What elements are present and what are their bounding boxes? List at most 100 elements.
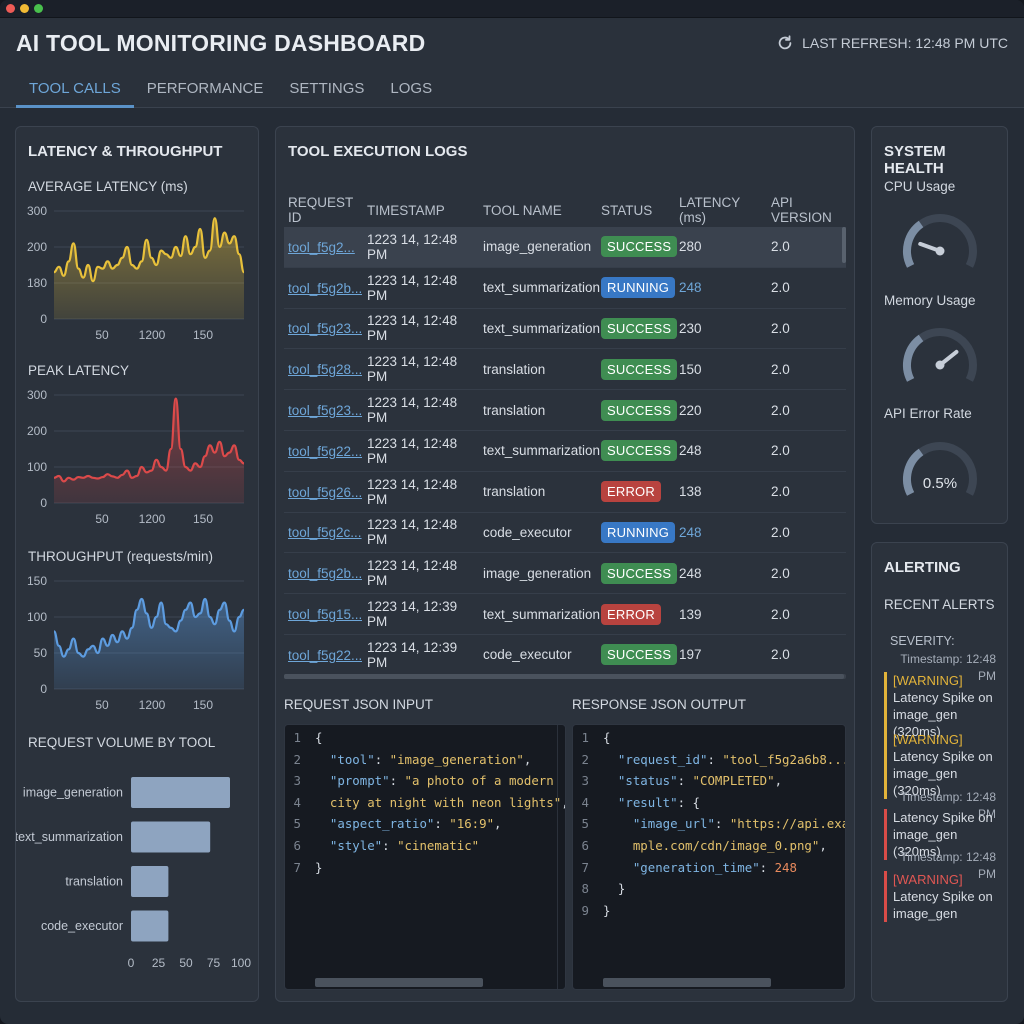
gauge-arc: [903, 334, 924, 382]
col-timestamp[interactable]: TIMESTAMP: [367, 202, 445, 218]
latency-cell: 248: [679, 443, 702, 459]
code-token: "16:9": [449, 816, 495, 832]
minimize-window-button[interactable]: [20, 4, 29, 13]
memory-usage-gauge: [903, 328, 977, 382]
tool-name-cell: translation: [483, 402, 546, 418]
close-window-button[interactable]: [6, 4, 15, 13]
y-tick-label: 0: [40, 682, 47, 696]
response-json-viewer[interactable]: 1{2 "request_id": "tool_f5g2a6b8...",3 "…: [572, 724, 846, 990]
col-latency[interactable]: LATENCY (ms): [679, 195, 741, 225]
code-line: 4 "result": {: [573, 792, 845, 814]
status-badge: ERROR: [601, 481, 661, 503]
table-row[interactable]: tool_f5g22... 1223 14, 12:39 PM code_execu…: [284, 635, 846, 676]
alert-item[interactable]: [WARNING] Latency Spike on image_gen (32…: [884, 731, 1004, 799]
table-header: REQUEST ID TIMESTAMP TOOL NAME STATUS LA…: [284, 193, 846, 227]
request-json-vscroll[interactable]: [557, 725, 565, 989]
api-version-cell: 2.0: [771, 320, 790, 336]
table-row[interactable]: tool_f5g15... 1223 14, 12:39 PM text_summa…: [284, 594, 846, 635]
table-row[interactable]: tool_f5g28... 1223 14, 12:48 PM translatio…: [284, 349, 846, 391]
table-row[interactable]: tool_f5g22... 1223 14, 12:48 PM text_summa…: [284, 431, 846, 472]
last-refresh-text: LAST REFRESH: 12:48 PM UTC: [802, 35, 1008, 51]
x-tick-label: 1200: [139, 512, 166, 526]
table-scrollbar[interactable]: [842, 227, 846, 263]
request-id-link[interactable]: tool_f5g23...: [288, 321, 363, 337]
maximize-window-button[interactable]: [34, 4, 43, 13]
alert-item[interactable]: [WARNING] Latency Spike on image_gen (32…: [884, 672, 1004, 740]
y-tick-label: 200: [27, 240, 47, 254]
request-id-link[interactable]: tool_f5g2c...: [288, 525, 362, 541]
line-number: 1: [581, 730, 589, 745]
col-tool-name[interactable]: TOOL NAME: [483, 202, 562, 218]
table-row[interactable]: tool_f5g23... 1223 14, 12:48 PM translatio…: [284, 390, 846, 431]
request-id-cell: tool_f5g22...: [284, 443, 365, 459]
col-api-version[interactable]: API VERSION: [771, 195, 832, 225]
table-row[interactable]: tool_f5g2c... 1223 14, 12:48 PM code_execu…: [284, 513, 846, 554]
request-id-link[interactable]: tool_f5g2b...: [288, 566, 363, 582]
api-version-cell: 2.0: [771, 565, 790, 581]
alert-timestamp: Timestamp: 12:48 PM: [900, 850, 996, 881]
tab-settings[interactable]: SETTINGS: [289, 80, 365, 97]
col-request-id[interactable]: REQUEST ID: [288, 195, 354, 225]
table-row[interactable]: tool_f5g2b... 1223 14, 12:48 PM image_gene…: [284, 553, 846, 595]
col-status[interactable]: STATUS: [601, 202, 653, 218]
line-number: 4: [293, 794, 301, 810]
alert-text: Latency Spike on image_gen (320ms): [893, 690, 993, 739]
x-tick-label: 150: [193, 698, 213, 712]
request-json-hscroll[interactable]: [315, 978, 483, 987]
request-id-cell: tool_f5g28...: [284, 361, 365, 377]
y-tick-label: 150: [27, 574, 47, 588]
request-id-link[interactable]: tool_f5g22...: [288, 443, 363, 459]
table-row[interactable]: tool_f5g2... 1223 14, 12:48 PM image_gener…: [284, 227, 846, 268]
request-id-link[interactable]: tool_f5g28...: [288, 362, 363, 378]
request-id-link[interactable]: tool_f5g15...: [288, 607, 363, 623]
api-version-cell: 2.0: [771, 524, 790, 540]
bar-image_generation: [131, 777, 230, 808]
table-scroll-thumb[interactable]: [284, 674, 844, 679]
app-header: AI TOOL MONITORING DASHBOARD LAST REFRES…: [0, 18, 1024, 108]
latency-cell: 150: [679, 361, 702, 377]
refresh-icon[interactable]: [776, 34, 794, 52]
table-row[interactable]: tool_f5g26... 1223 14, 12:48 PM translatio…: [284, 472, 846, 513]
response-json-code: 1{2 "request_id": "tool_f5g2a6b8...",3 "…: [573, 727, 845, 921]
status-cell: SUCCESS: [599, 562, 678, 584]
x-tick-label: 25: [152, 956, 166, 970]
code-token: [603, 752, 618, 767]
alert-item[interactable]: Latency Spike on image_gen (320ms): [884, 809, 1004, 860]
response-json-label: RESPONSE JSON OUTPUT: [572, 697, 747, 712]
code-token: :: [382, 837, 398, 853]
table-row[interactable]: tool_f5g2b... 1223 14, 12:48 PM text_summa…: [284, 268, 846, 309]
api-error-rate-label: API Error Rate: [884, 406, 972, 421]
api-version-cell: 2.0: [771, 239, 790, 255]
request-id-link[interactable]: tool_f5g26...: [288, 484, 363, 500]
request-json-viewer[interactable]: 1{2 "tool": "image_generation", 3 "prompt…: [284, 724, 566, 990]
request-id-link[interactable]: tool_f5g2b...: [288, 280, 363, 296]
code-token: {: [603, 730, 611, 745]
peak-latency-label: PEAK LATENCY: [28, 363, 130, 378]
status-badge: SUCCESS: [601, 644, 678, 666]
bar-translation: [131, 866, 169, 897]
table-row[interactable]: tool_f5g23... 1223 14, 12:48 PM text_summa…: [284, 309, 846, 350]
table-horizontal-scrollbar[interactable]: [284, 674, 846, 679]
status-badge: ERROR: [601, 603, 661, 625]
series-area: [54, 218, 244, 319]
gauge-hub: [935, 360, 945, 370]
tab-performance[interactable]: PERFORMANCE: [146, 80, 264, 97]
request-id-link[interactable]: tool_f5g23...: [288, 403, 363, 419]
api-version-cell: 2.0: [771, 361, 790, 377]
request-id-link[interactable]: tool_f5g2...: [288, 239, 355, 255]
alert-item[interactable]: [WARNING] Latency Spike on image_gen: [884, 871, 1004, 922]
tab-tool-calls[interactable]: TOOL CALLS: [16, 78, 134, 108]
alert-text: Latency Spike on image_gen: [893, 889, 993, 921]
tab-logs[interactable]: LOGS: [390, 80, 433, 97]
code-token: }: [315, 859, 323, 875]
code-line: 1{: [573, 727, 845, 749]
x-tick-label: 150: [193, 328, 213, 342]
request-id-link[interactable]: tool_f5g22...: [288, 647, 363, 663]
last-refresh[interactable]: LAST REFRESH: 12:48 PM UTC: [776, 34, 1008, 52]
response-json-hscroll[interactable]: [603, 978, 771, 987]
x-tick-label: 1200: [139, 698, 166, 712]
status-cell: SUCCESS: [599, 644, 678, 666]
code-token: 248: [774, 859, 797, 875]
api-version-cell: 2.0: [771, 606, 790, 622]
x-tick-label: 50: [95, 328, 109, 342]
